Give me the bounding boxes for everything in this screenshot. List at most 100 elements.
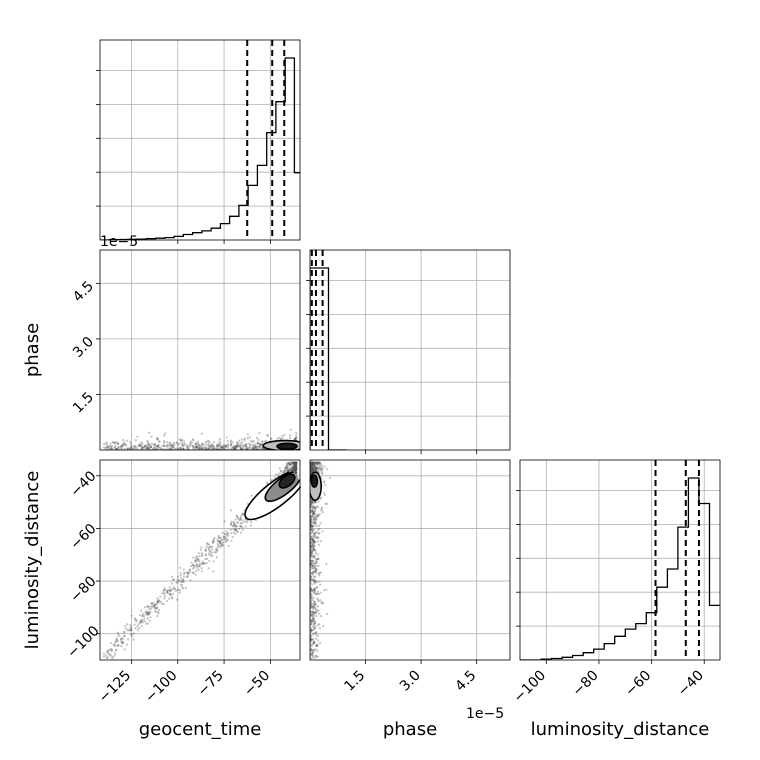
scatter-geocent-time-vs-phase-point [200,448,203,450]
scatter-geocent-time-vs-phase-point [117,442,120,445]
scatter-geocent-time-vs-luminosity-distance-point [176,589,179,592]
scatter-geocent-time-vs-luminosity-distance-point [146,611,149,614]
scatter-phase-vs-luminosity-distance-point [312,510,315,514]
scatter-geocent-time-vs-luminosity-distance-point [230,539,233,543]
scatter-geocent-time-vs-luminosity-distance-point [237,521,240,524]
scatter-geocent-time-vs-luminosity-distance-point [234,528,237,531]
scatter-geocent-time-vs-phase-point [152,446,155,450]
scatter-phase-vs-luminosity-distance-point [312,468,315,471]
scatter-phase-vs-luminosity-distance-point [314,610,317,613]
scatter-phase-vs-luminosity-distance-point [310,461,313,464]
scatter-geocent-time-vs-luminosity-distance-point [119,638,122,641]
scatter-geocent-time-vs-luminosity-distance-point [163,587,166,590]
scatter-phase-vs-luminosity-distance-point [314,655,318,658]
scatter-phase-vs-luminosity-distance-point [310,605,313,608]
scatter-phase-vs-luminosity-distance-point [319,465,322,468]
scatter-geocent-time-vs-phase-point [113,446,117,449]
scatter-phase-vs-luminosity-distance-point [310,466,312,469]
scatter-phase-vs-luminosity-distance-point [310,548,312,551]
scatter-phase-vs-luminosity-distance-point [312,591,315,595]
scatter-phase-vs-luminosity-distance-point [310,466,313,470]
scatter-geocent-time-vs-phase-point [234,447,237,450]
scatter-phase-vs-luminosity-distance-point [314,521,317,524]
scatter-geocent-time-vs-luminosity-distance-point [192,556,195,559]
scatter-geocent-time-vs-luminosity-distance-point [143,615,146,618]
scatter-geocent-time-vs-luminosity-distance-point [182,578,185,581]
scatter-geocent-time-vs-phase-point [216,447,219,450]
scatter-geocent-time-vs-phase-point [232,446,235,449]
scatter-phase-vs-luminosity-distance-point [312,510,315,513]
scatter-geocent-time-vs-luminosity-distance-point [293,464,296,467]
marks-layer [100,40,720,660]
scatter-geocent-time-vs-phase-point [190,442,193,445]
scatter-phase-vs-luminosity-distance-point [311,462,314,466]
scatter-phase-vs-luminosity-distance-point [310,461,313,464]
scatter-geocent-time-vs-phase-point [145,444,148,447]
scatter-phase-vs-luminosity-distance-point [312,461,315,464]
scatter-phase-vs-luminosity-distance-point [314,607,317,610]
scatter-phase-vs-luminosity-distance-point [313,640,316,643]
scatter-geocent-time-vs-luminosity-distance-point [233,522,236,525]
scatter-geocent-time-vs-phase-point [186,445,189,448]
scatter-geocent-time-vs-luminosity-distance-point [208,553,211,556]
scatter-geocent-time-vs-phase-point [227,446,230,449]
scatter-geocent-time-vs-phase-point [194,442,197,445]
scatter-geocent-time-vs-luminosity-distance-point [295,461,298,464]
scatter-phase-vs-luminosity-distance-point [315,505,318,508]
scatter-geocent-time-vs-luminosity-distance-point [232,521,235,524]
scatter-geocent-time-vs-phase-point [183,440,186,443]
scatter-geocent-time-vs-luminosity-distance-point [286,466,289,469]
scatter-geocent-time-vs-luminosity-distance-point [191,564,195,567]
scatter-geocent-time-vs-phase-point [140,448,143,450]
scatter-geocent-time-vs-luminosity-distance-point [275,473,278,476]
scatter-geocent-time-vs-luminosity-distance-point [291,461,294,464]
scatter-geocent-time-vs-phase-point [221,445,224,448]
scatter-geocent-time-vs-phase-point [224,444,227,447]
scatter-phase-vs-luminosity-distance-point [317,468,320,472]
scatter-phase-vs-luminosity-distance-point [310,653,313,656]
scatter-geocent-time-vs-luminosity-distance-point [222,536,226,539]
scatter-phase-vs-luminosity-distance-point [310,620,313,623]
scatter-phase-vs-luminosity-distance-point [310,622,313,625]
scatter-phase-vs-luminosity-distance-point [317,528,320,531]
scatter-geocent-time-vs-luminosity-distance-point [292,469,296,472]
scatter-geocent-time-vs-luminosity-distance-point [198,564,201,567]
scatter-phase-vs-luminosity-distance-point [310,546,312,549]
scatter-geocent-time-vs-luminosity-distance-point [143,606,147,609]
scatter-geocent-time-vs-luminosity-distance-point [138,622,141,625]
scatter-phase-vs-luminosity-distance-point [316,463,319,466]
scatter-geocent-time-vs-phase-point [200,444,203,447]
scatter-phase-vs-luminosity-distance-point [313,468,316,471]
scatter-geocent-time-vs-phase-point [102,446,106,449]
scatter-phase-vs-luminosity-distance-point [310,629,313,632]
scatter-geocent-time-vs-luminosity-distance-point [286,467,289,470]
scatter-geocent-time-vs-luminosity-distance-point [173,587,176,590]
scatter-geocent-time-vs-phase-point [106,441,109,444]
scatter-geocent-time-vs-luminosity-distance-point [155,606,158,609]
scatter-geocent-time-vs-luminosity-distance-point [293,468,296,471]
scatter-geocent-time-vs-luminosity-distance-point [226,532,229,535]
scatter-geocent-time-vs-phase-point [244,448,247,450]
scatter-geocent-time-vs-luminosity-distance-point [241,513,244,516]
scatter-geocent-time-vs-phase-point [200,447,203,450]
scatter-geocent-time-vs-phase-point [121,442,125,445]
grid-layer [100,40,720,660]
scatter-geocent-time-vs-luminosity-distance-point [223,532,226,536]
scatter-geocent-time-vs-luminosity-distance-point [220,544,223,547]
scatter-geocent-time-vs-luminosity-distance-point [114,649,117,652]
scatter-geocent-time-vs-phase-point [197,448,200,450]
scatter-geocent-time-vs-phase-point [278,436,281,439]
scatter-geocent-time-vs-luminosity-distance-point [170,589,173,592]
scatter-geocent-time-vs-luminosity-distance-point [295,461,298,464]
scatter-geocent-time-vs-luminosity-distance-point [148,619,151,622]
scatter-geocent-time-vs-phase-point [107,445,110,448]
scatter-phase-vs-luminosity-distance-point [321,511,324,514]
phase-y-offset-text: 1e−5 [100,234,138,250]
scatter-geocent-time-vs-luminosity-distance-point [156,615,159,618]
scatter-geocent-time-vs-phase-point [120,445,124,448]
scatter-geocent-time-vs-luminosity-distance-point [292,462,295,466]
scatter-geocent-time-vs-luminosity-distance-point [144,610,147,614]
scatter-phase-vs-luminosity-distance-point [317,532,320,535]
scatter-geocent-time-vs-phase-point [261,440,264,444]
scatter-geocent-time-vs-luminosity-distance-point [143,617,146,621]
